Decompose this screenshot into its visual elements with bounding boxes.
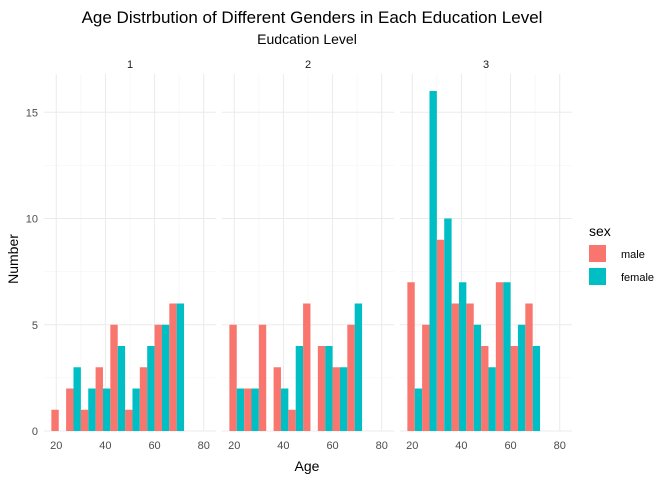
x-tick-label: 60	[504, 440, 516, 452]
x-tick-label: 20	[50, 440, 62, 452]
bar-female-age-36	[102, 388, 111, 431]
bar-male-age-48	[125, 409, 133, 431]
bar-male-age-30	[258, 324, 267, 431]
bar-female-age-24	[73, 367, 81, 431]
bar-female-age-54	[503, 282, 511, 431]
x-tick-label: 60	[326, 440, 338, 452]
legend: sex male female	[589, 223, 654, 285]
bar-female-age-36	[280, 388, 289, 431]
chart-subtitle: Eudcation Level	[257, 31, 357, 47]
y-axis-title: Number	[5, 234, 21, 284]
bar-male-age-42	[288, 409, 296, 431]
bar-female-age-30	[444, 218, 452, 431]
y-axis: 0 5 10 15	[26, 107, 38, 438]
bar-male-age-60	[510, 346, 518, 431]
bar-female-age-66	[532, 346, 541, 431]
facet-panel-3: 3 20 40 60 80	[400, 59, 572, 452]
bar-male-age-18	[51, 409, 59, 431]
bar-female-age-18	[236, 388, 245, 431]
bar-male-age-24	[244, 388, 252, 431]
y-tick-label: 5	[32, 320, 38, 332]
x-axis-title: Age	[295, 458, 320, 474]
x-tick-label: 20	[406, 440, 418, 452]
bar-male-age-66	[525, 303, 533, 431]
bar-female-age-48	[488, 367, 496, 431]
bar-female-age-60	[161, 324, 170, 431]
bar-female-age-42	[473, 324, 482, 431]
y-tick-label: 0	[32, 426, 38, 438]
bar-male-age-66	[347, 324, 355, 431]
bar-male-age-36	[95, 367, 103, 431]
bar-male-age-18	[407, 282, 415, 431]
facet-strip-label: 1	[127, 59, 133, 71]
x-tick-label: 80	[376, 440, 388, 452]
legend-key-female	[589, 268, 606, 285]
bar-male-age-54	[139, 367, 148, 431]
bar-female-age-30	[88, 388, 96, 431]
bar-female-age-66	[176, 303, 185, 431]
bar-male-age-48	[303, 303, 311, 431]
bar-female-age-60	[339, 367, 348, 431]
x-tick-label: 80	[198, 440, 210, 452]
bar-male-age-24	[422, 324, 430, 431]
bar-female-age-60	[517, 324, 526, 431]
facet-panel-1: 1 20 40 60 80	[44, 59, 216, 452]
legend-key-male	[589, 245, 606, 262]
x-tick-label: 40	[455, 440, 467, 452]
facet-strip-label: 2	[305, 59, 311, 71]
legend-label-female: female	[621, 272, 654, 284]
bar-female-age-54	[147, 346, 155, 431]
x-tick-label: 80	[554, 440, 566, 452]
legend-title: sex	[589, 223, 611, 239]
bar-male-age-54	[495, 282, 504, 431]
bar-female-age-24	[429, 91, 437, 431]
x-tick-label: 60	[148, 440, 160, 452]
bar-female-age-42	[295, 346, 304, 431]
facet-panels: 1 20 40 60 80 2 20 40 60 80 3 20 40 60 80 0 5 10 15	[26, 59, 572, 452]
x-tick-label: 20	[228, 440, 240, 452]
bar-male-age-54	[317, 346, 326, 431]
bar-female-age-42	[117, 346, 126, 431]
bar-male-age-48	[481, 346, 489, 431]
y-tick-label: 15	[26, 107, 38, 119]
x-tick-label: 40	[277, 440, 289, 452]
bar-male-age-18	[229, 324, 237, 431]
x-tick-label: 40	[99, 440, 111, 452]
chart-title: Age Distrbution of Different Genders in …	[82, 8, 543, 27]
facet-strip-label: 3	[483, 59, 489, 71]
bar-male-age-42	[110, 324, 118, 431]
facet-panel-2: 2 20 40 60 80	[222, 59, 394, 452]
bar-male-age-66	[169, 303, 177, 431]
bar-female-age-18	[414, 388, 423, 431]
y-tick-label: 10	[26, 214, 38, 226]
bar-male-age-30	[436, 239, 445, 431]
bar-male-age-30	[80, 409, 89, 431]
bar-female-age-54	[325, 346, 333, 431]
bar-male-age-36	[451, 303, 459, 431]
bar-male-age-36	[273, 367, 281, 431]
bar-female-age-36	[458, 282, 467, 431]
legend-label-male: male	[621, 249, 645, 261]
bar-male-age-42	[466, 303, 474, 431]
bar-male-age-60	[332, 367, 340, 431]
bar-female-age-66	[354, 303, 363, 431]
bar-female-age-24	[251, 388, 259, 431]
bar-male-age-24	[66, 388, 74, 431]
bar-male-age-60	[154, 324, 162, 431]
bar-female-age-48	[132, 388, 140, 431]
